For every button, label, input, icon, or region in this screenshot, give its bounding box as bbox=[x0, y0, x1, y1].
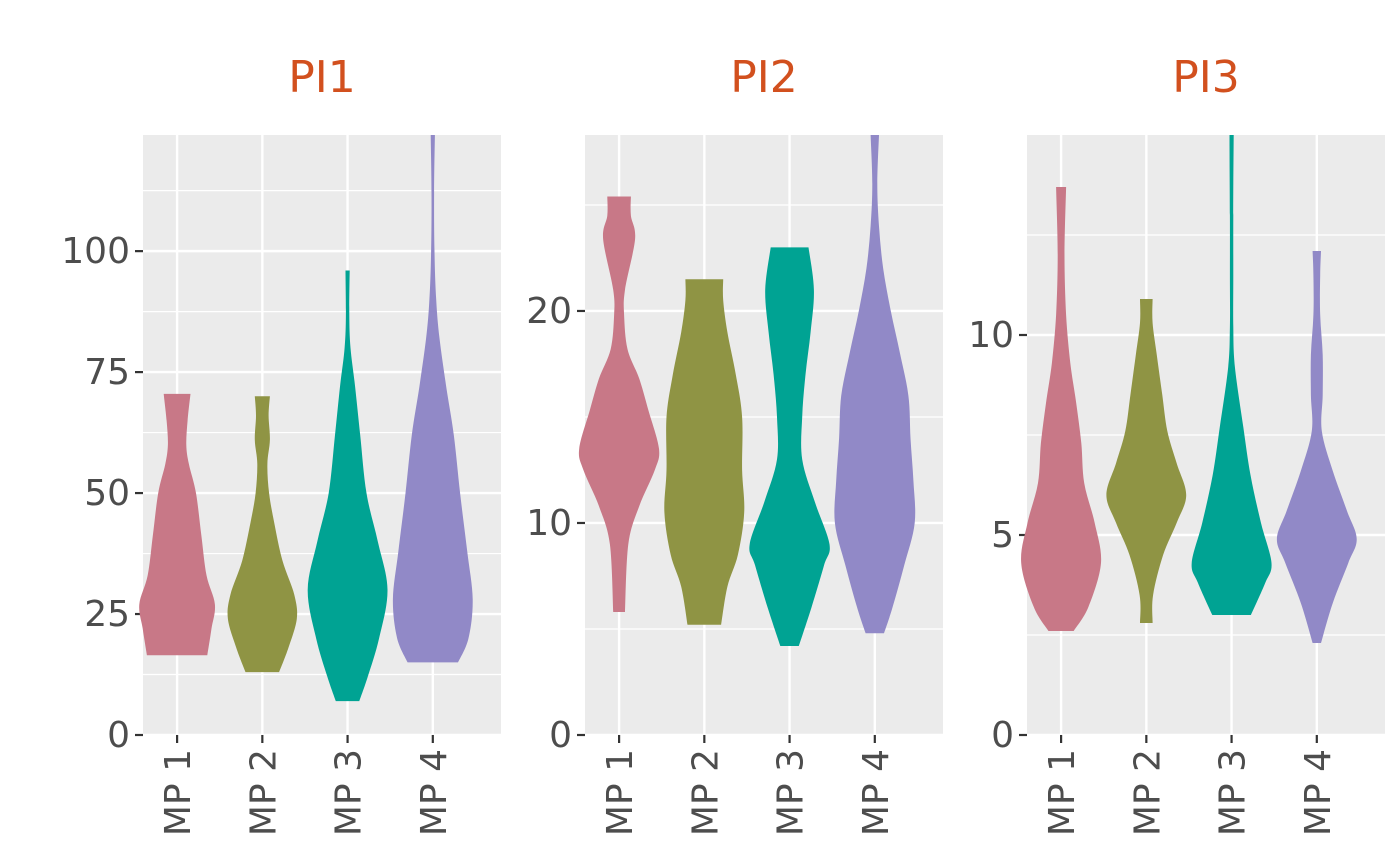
y-tick-label: 25 bbox=[84, 594, 130, 635]
x-tick-label: MP 4 bbox=[856, 749, 897, 836]
y-tick-label: 0 bbox=[549, 715, 572, 756]
violin-mp-1 bbox=[1021, 187, 1102, 631]
violin-mp-3 bbox=[307, 270, 388, 702]
violin-mp-4 bbox=[392, 135, 473, 663]
panel-2: 0 10 20 MP 1 MP 2 MP 3 MP 4 PI2 bbox=[526, 52, 943, 836]
x-tick-label: MP 2 bbox=[243, 749, 284, 836]
x-tick-label: MP 3 bbox=[329, 749, 370, 836]
y-tick-label: 5 bbox=[991, 515, 1014, 556]
violin-mp-2 bbox=[664, 279, 745, 625]
y-tick-label: 75 bbox=[84, 352, 130, 393]
panel-title: PI1 bbox=[288, 52, 356, 103]
violin-mp-1 bbox=[139, 393, 216, 656]
y-tick-label: 10 bbox=[968, 315, 1014, 356]
x-tick-label: MP 1 bbox=[600, 749, 641, 836]
violin-mp-3 bbox=[749, 247, 830, 646]
x-tick-label: MP 1 bbox=[158, 749, 199, 836]
x-tick-label: MP 1 bbox=[1042, 749, 1083, 836]
violin-mp-2 bbox=[227, 396, 298, 673]
x-tick-label: MP 3 bbox=[1213, 749, 1254, 836]
x-tick-label: MP 3 bbox=[771, 749, 812, 836]
violin-mp-3 bbox=[1191, 135, 1272, 615]
y-tick-label: 50 bbox=[84, 473, 130, 514]
violin-mp-4 bbox=[834, 135, 916, 634]
x-tick-label: MP 2 bbox=[1127, 749, 1168, 836]
violin-mp-4 bbox=[1276, 251, 1357, 643]
y-tick-label: 100 bbox=[61, 231, 130, 272]
panel-title: PI2 bbox=[730, 52, 798, 103]
panel-3: 0 5 10 MP 1 MP 2 MP 3 MP 4 PI3 bbox=[968, 52, 1385, 836]
x-tick-label: MP 2 bbox=[685, 749, 726, 836]
y-tick-label: 20 bbox=[526, 291, 572, 332]
violin-mp-2 bbox=[1106, 299, 1187, 623]
violin-mp-1 bbox=[578, 196, 660, 612]
y-tick-label: 10 bbox=[526, 503, 572, 544]
x-tick-label: MP 4 bbox=[1298, 749, 1339, 836]
panel-title: PI3 bbox=[1172, 52, 1240, 103]
y-tick-label: 0 bbox=[107, 715, 130, 756]
panel-1: 0 25 50 75 100 MP 1 MP 2 MP 3 MP 4 PI1 bbox=[61, 52, 501, 836]
x-tick-label: MP 4 bbox=[414, 749, 455, 836]
y-tick-label: 0 bbox=[991, 715, 1014, 756]
